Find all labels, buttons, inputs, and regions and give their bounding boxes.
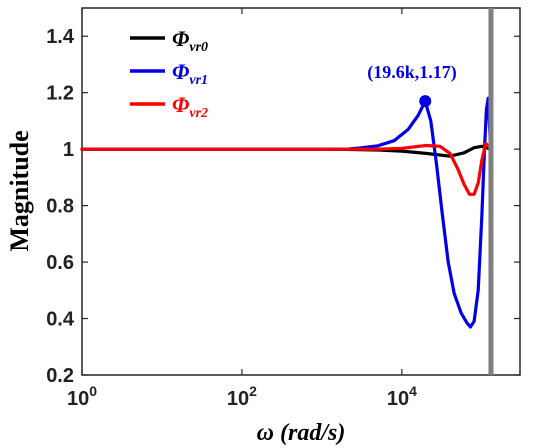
series-line-vr2 xyxy=(80,141,493,196)
y-axis: 0.2 0.4 0.6 0.8 1 1.2 1.4 xyxy=(46,26,520,387)
y-tick-label: 1.4 xyxy=(46,26,75,48)
x-tick-label: 104 xyxy=(387,383,417,410)
peak-marker xyxy=(419,95,432,108)
annotation-label: (19.6k,1.17) xyxy=(367,62,457,83)
x-axis-title: ω (rad/s) xyxy=(257,420,346,446)
plot-lines xyxy=(80,96,493,329)
x-tick-label: 100 xyxy=(67,383,97,410)
legend-label-vr2: Φvr2 xyxy=(172,92,208,121)
y-tick-label: 0.6 xyxy=(46,252,74,274)
legend-label-vr1: Φvr1 xyxy=(172,59,208,88)
plot-area xyxy=(81,7,521,376)
y-axis-title: Magnitude xyxy=(5,130,34,251)
y-tick-label: 0.2 xyxy=(46,365,74,387)
y-tick-label: 1 xyxy=(63,139,74,161)
y-tick-label: 0.8 xyxy=(46,196,74,218)
x-tick-label: 102 xyxy=(227,383,257,410)
y-tick-label: 1.2 xyxy=(46,83,74,105)
legend: Φvr0 Φvr1 Φvr2 xyxy=(130,26,208,121)
x-axis: 100 102 104 xyxy=(67,8,417,410)
y-tick-label: 0.4 xyxy=(46,309,75,331)
series-line-vr1 xyxy=(80,96,492,329)
marker-group xyxy=(419,95,432,108)
legend-label-vr0: Φvr0 xyxy=(172,26,208,55)
